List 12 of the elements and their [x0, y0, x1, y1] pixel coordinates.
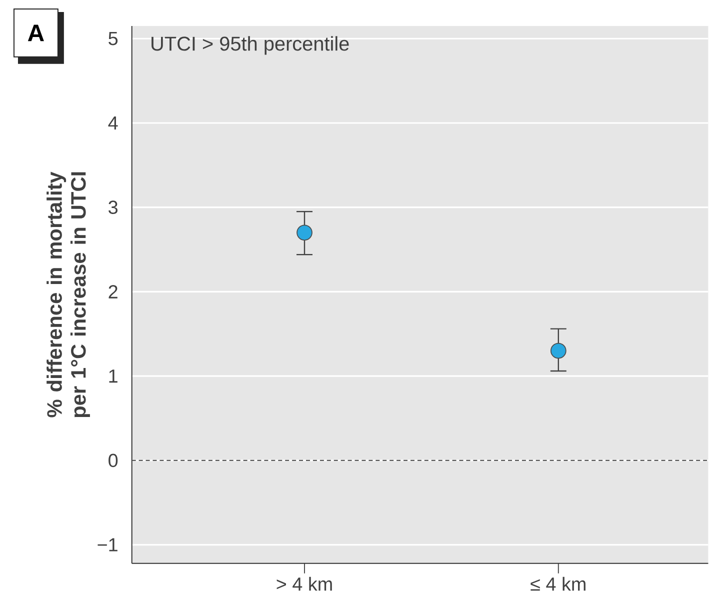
y-axis-title: % difference in mortality per 1°C increase in UTCI — [46, 172, 90, 418]
annotation: UTCI > 95th percentile — [152, 36, 349, 55]
y-tick-label: 3 — [108, 200, 118, 214]
y-tick-label: −1 — [98, 538, 118, 552]
y-tick-label: 4 — [108, 116, 118, 130]
x-tick-label: > 4 km — [276, 576, 332, 590]
y-tick-label: 2 — [108, 284, 118, 298]
x-tick-label: ≤ 4 km — [530, 576, 586, 590]
y-tick-label: 5 — [108, 32, 118, 46]
text: A — [28, 24, 44, 42]
y-tick-label: 1 — [109, 369, 118, 382]
y-tick-label: 0 — [108, 454, 118, 467]
